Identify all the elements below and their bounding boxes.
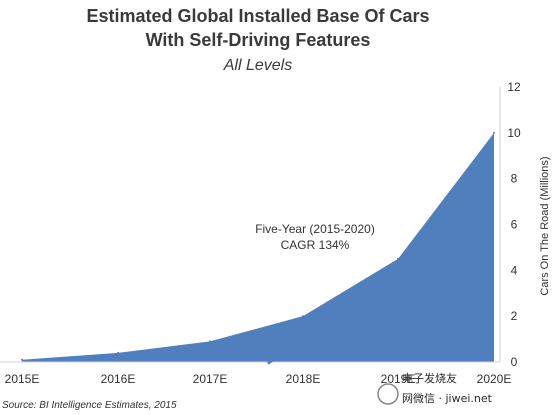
area-series (22, 132, 494, 362)
y-tick-label: 8 (511, 172, 518, 186)
y-tick-label: 6 (511, 218, 518, 232)
data-point (209, 340, 211, 343)
x-tick-label: 2015E (5, 372, 40, 386)
annotation-line2: CAGR 134% (281, 238, 350, 252)
y-axis-ticks: 0 2 4 6 8 10 12 (507, 80, 521, 369)
annotation-line1: Five-Year (2015-2020) (255, 222, 375, 236)
x-axis-ticks: 2015E 2016E 2017E 2018E 2019E 2020E (5, 372, 512, 386)
chart-title-line1: Estimated Global Installed Base Of Cars (86, 6, 429, 26)
y-axis-label: Cars On The Road (Millions) (539, 156, 551, 295)
y-tick-label: 12 (507, 80, 521, 94)
x-tick-label: 2018E (286, 372, 321, 386)
x-tick-label: 2017E (193, 372, 228, 386)
watermark-text1: 电子发烧友 (402, 371, 457, 385)
x-tick-label: 2019E (381, 372, 416, 386)
data-point (302, 315, 304, 318)
plot-area (0, 87, 501, 363)
watermark: 电子发烧友 网微信 · jiwei.net (377, 371, 493, 405)
data-point (21, 358, 23, 361)
y-tick-label: 4 (511, 263, 518, 277)
source-note: Source: BI Intelligence Estimates, 2015 (2, 400, 177, 411)
data-point (117, 351, 119, 354)
chart-subtitle: All Levels (223, 57, 292, 74)
watermark-text2: 网微信 · jiwei.net (402, 391, 493, 405)
x-tick-label: 2020E (477, 372, 512, 386)
x-tick-label: 2016E (101, 372, 136, 386)
y-tick-label: 0 (511, 355, 518, 369)
watermark-logo (377, 383, 399, 405)
chart-title-line2: With Self-Driving Features (146, 30, 371, 50)
y-tick-label: 2 (511, 309, 518, 323)
data-point (493, 131, 495, 134)
y-tick-label: 10 (507, 126, 521, 140)
data-point (397, 257, 399, 260)
annotation-arrow (267, 267, 390, 365)
